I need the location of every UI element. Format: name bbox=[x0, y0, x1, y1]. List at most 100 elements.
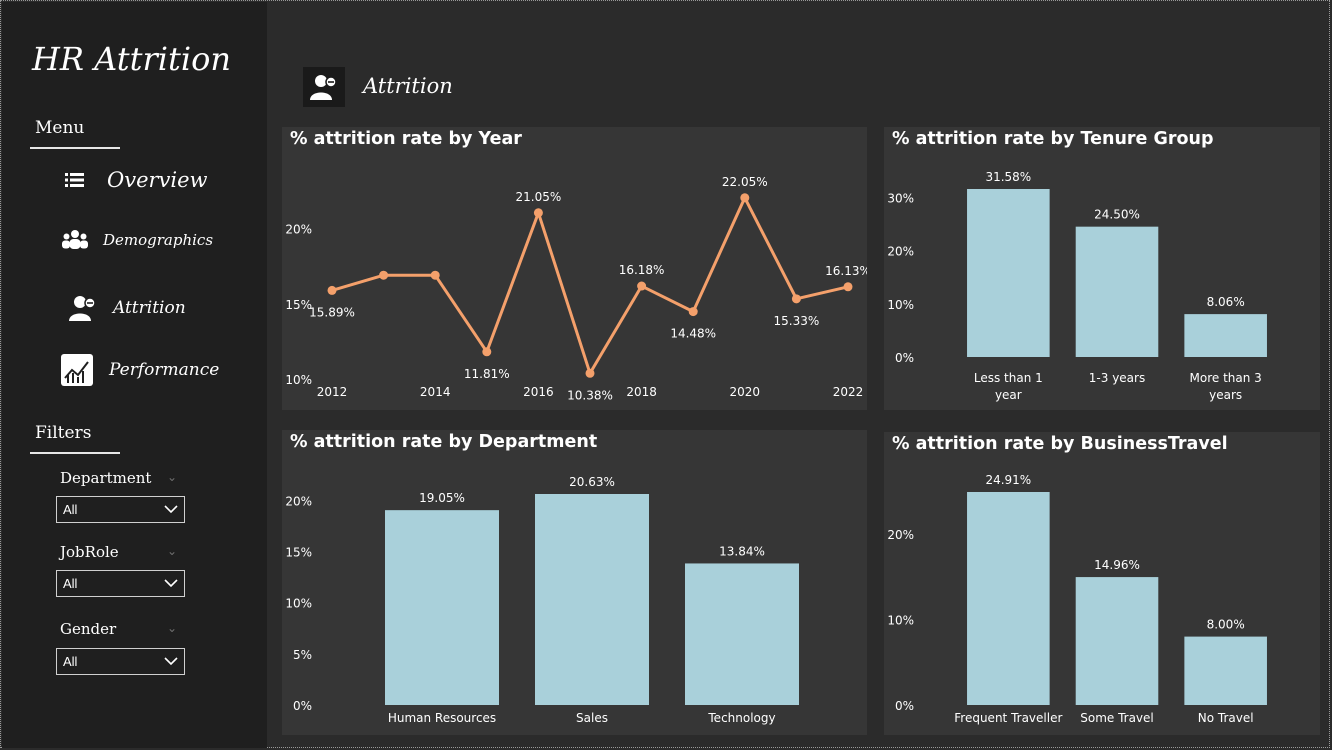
bar-chart-tenure: 0% 10% 20% 30% 31.58% Less than 1 year 24.50% 1-… bbox=[887, 170, 1267, 402]
x-category-label: No Travel bbox=[1198, 711, 1254, 725]
x-category-label: Technology bbox=[707, 711, 775, 725]
data-point[interactable] bbox=[585, 368, 595, 378]
nav-item-demographics[interactable]: Demographics bbox=[57, 220, 213, 260]
y-tick-label: 10% bbox=[285, 597, 312, 611]
data-point[interactable] bbox=[430, 270, 440, 280]
nav-label-attrition: Attrition bbox=[113, 298, 186, 318]
bar[interactable] bbox=[1075, 577, 1159, 705]
app-title: HR Attrition bbox=[32, 40, 231, 78]
x-category-label: Human Resources bbox=[388, 711, 496, 725]
y-tick-label: 10% bbox=[887, 298, 914, 312]
y-tick-label: 0% bbox=[895, 699, 914, 713]
jobrole-select[interactable]: All bbox=[56, 570, 185, 597]
chevron-down-icon[interactable]: ⌄ bbox=[167, 470, 178, 484]
chevron-down-icon[interactable]: ⌄ bbox=[167, 621, 178, 635]
bar[interactable] bbox=[535, 494, 649, 705]
nav-label-performance: Performance bbox=[109, 360, 220, 380]
x-tick-label: 2022 bbox=[833, 385, 864, 399]
data-label: 24.50% bbox=[1094, 208, 1140, 222]
data-label: 13.84% bbox=[719, 544, 765, 558]
x-tick-label: 2014 bbox=[420, 385, 451, 399]
data-point[interactable] bbox=[740, 193, 750, 203]
page-user-minus-icon bbox=[303, 67, 345, 107]
data-label: 14.48% bbox=[670, 327, 716, 341]
chart-title: % attrition rate by Tenure Group bbox=[892, 129, 1214, 149]
data-label: 16.18% bbox=[619, 263, 665, 277]
jobrole-select-value: All bbox=[63, 576, 78, 591]
bar-chart-businesstravel: 0% 10% 20% 24.91% Frequent Traveller 14.96% So… bbox=[887, 473, 1267, 725]
nav-label-overview: Overview bbox=[107, 168, 208, 192]
data-label: 16.13% bbox=[825, 264, 867, 278]
chevron-down-icon[interactable]: ⌄ bbox=[167, 544, 178, 558]
gender-select[interactable]: All bbox=[56, 648, 185, 675]
nav-item-overview[interactable]: Overview bbox=[57, 160, 208, 200]
x-tick-label: 2020 bbox=[730, 385, 761, 399]
data-point[interactable] bbox=[637, 281, 647, 291]
data-label: 15.89% bbox=[309, 305, 355, 319]
data-point[interactable] bbox=[482, 347, 492, 357]
data-label: 31.58% bbox=[985, 170, 1031, 184]
chevron-down-icon bbox=[164, 657, 178, 666]
user-minus-icon bbox=[65, 290, 101, 326]
filters-divider bbox=[30, 452, 120, 454]
y-tick-label: 20% bbox=[285, 223, 312, 237]
bar[interactable] bbox=[967, 189, 1050, 357]
y-tick-label: 15% bbox=[285, 546, 312, 560]
gender-select-value: All bbox=[63, 654, 78, 669]
page-title: Attrition bbox=[363, 74, 453, 98]
x-category-label: Sales bbox=[576, 711, 608, 725]
department-select-value: All bbox=[63, 502, 78, 517]
chart-title: % attrition rate by BusinessTravel bbox=[892, 434, 1228, 454]
filter-label-department: Department bbox=[60, 469, 152, 487]
nav-item-performance[interactable]: Performance bbox=[57, 350, 219, 390]
menu-label: Menu bbox=[35, 118, 85, 138]
y-tick-label: 20% bbox=[887, 245, 914, 259]
x-category-label: Frequent Traveller bbox=[954, 711, 1062, 725]
y-tick-label: 30% bbox=[887, 191, 914, 205]
y-tick-label: 10% bbox=[887, 613, 914, 627]
data-label: 10.38% bbox=[567, 388, 613, 402]
data-point[interactable] bbox=[327, 285, 337, 295]
data-label: 20.63% bbox=[569, 475, 615, 489]
bar[interactable] bbox=[1184, 314, 1267, 357]
chart-card-department: % attrition rate by Department 0% 5% 10% 15… bbox=[282, 430, 867, 735]
y-tick-label: 20% bbox=[285, 494, 312, 508]
x-tick-label: 2012 bbox=[317, 385, 348, 399]
bar[interactable] bbox=[385, 510, 499, 705]
people-icon bbox=[57, 222, 93, 258]
bar[interactable] bbox=[1184, 636, 1267, 705]
chart-card-businesstravel: % attrition rate by BusinessTravel 0% 10%… bbox=[884, 432, 1320, 735]
chart-card-tenure: % attrition rate by Tenure Group 0% 10% 20… bbox=[884, 127, 1320, 410]
bar[interactable] bbox=[1075, 226, 1159, 357]
data-point[interactable] bbox=[379, 270, 389, 280]
data-point[interactable] bbox=[533, 208, 543, 218]
y-tick-label: 20% bbox=[887, 528, 914, 542]
data-point[interactable] bbox=[791, 294, 801, 304]
filter-label-gender: Gender bbox=[60, 620, 117, 638]
chart-title: % attrition rate by Year bbox=[290, 129, 522, 149]
line-chart-year: 10% 15% 20% 2012 2014 2016 2018 2020 2022 15.89% 1… bbox=[285, 175, 867, 403]
department-select[interactable]: All bbox=[56, 496, 185, 523]
data-label: 8.00% bbox=[1207, 618, 1245, 632]
filters-label: Filters bbox=[35, 423, 92, 443]
x-category-label: years bbox=[1209, 388, 1242, 402]
bar[interactable] bbox=[685, 563, 799, 705]
data-point[interactable] bbox=[843, 282, 853, 292]
chevron-down-icon bbox=[164, 505, 178, 514]
list-icon bbox=[57, 162, 93, 198]
y-tick-label: 10% bbox=[285, 373, 312, 387]
data-label: 21.05% bbox=[516, 190, 562, 204]
data-point[interactable] bbox=[688, 307, 698, 317]
chart-card-year: % attrition rate by Year 10% 15% 20% 2012 20… bbox=[282, 127, 867, 410]
nav-item-attrition[interactable]: Attrition bbox=[57, 288, 186, 328]
data-label: 8.06% bbox=[1207, 295, 1245, 309]
y-tick-label: 0% bbox=[895, 351, 914, 365]
x-category-label: year bbox=[995, 388, 1022, 402]
y-tick-label: 15% bbox=[285, 298, 312, 312]
x-tick-label: 2018 bbox=[626, 385, 657, 399]
chart-title: % attrition rate by Department bbox=[290, 432, 598, 452]
bar[interactable] bbox=[967, 492, 1050, 705]
x-category-label: Some Travel bbox=[1080, 711, 1154, 725]
data-label: 22.05% bbox=[722, 175, 768, 189]
x-category-label: Less than 1 bbox=[974, 371, 1043, 385]
